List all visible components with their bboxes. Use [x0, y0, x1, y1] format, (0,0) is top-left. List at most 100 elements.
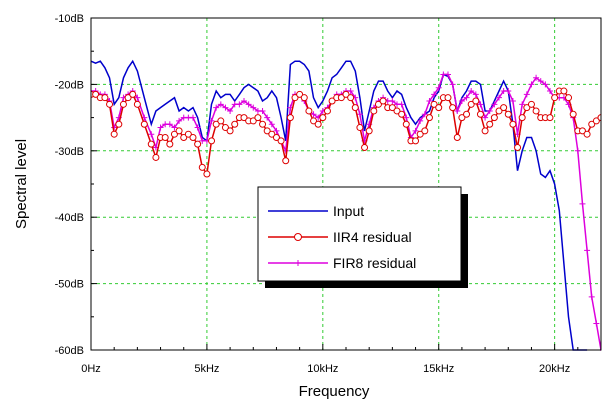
data-point [389, 98, 396, 104]
data-point [597, 114, 601, 122]
data-point [194, 124, 201, 131]
data-point [578, 127, 586, 135]
data-point [310, 117, 318, 125]
data-point [282, 157, 290, 165]
y-tick-label: -10dB [55, 13, 84, 25]
y-tick-label: -30dB [55, 146, 84, 158]
data-point [240, 114, 248, 122]
data-point [152, 153, 160, 161]
data-point [194, 140, 202, 148]
legend: Input IIR4 residual FIR8 residual [257, 186, 468, 288]
data-point [519, 101, 526, 108]
data-point [449, 104, 457, 112]
data-point [374, 100, 382, 108]
data-point [184, 130, 192, 138]
data-point [495, 107, 503, 115]
data-point [208, 137, 216, 145]
legend-box [257, 186, 462, 282]
legend-entry: FIR8 residual [268, 255, 416, 271]
grid [91, 18, 601, 350]
data-point [286, 114, 294, 122]
data-point [189, 134, 197, 142]
x-tick-label: 5kHz [194, 363, 219, 375]
data-point [176, 117, 183, 124]
data-point [115, 120, 123, 128]
legend-label: FIR8 residual [333, 255, 416, 271]
data-point [417, 117, 424, 124]
data-point [328, 97, 336, 105]
data-point [226, 127, 234, 135]
data-point [263, 127, 271, 135]
data-point [133, 100, 141, 108]
legend-label: Input [333, 203, 364, 219]
data-point [236, 101, 243, 108]
data-point [264, 114, 271, 121]
data-point [347, 88, 354, 95]
data-point [569, 110, 577, 118]
data-point [254, 114, 262, 122]
legend-marker [294, 233, 302, 241]
data-point [110, 130, 118, 138]
data-point [476, 110, 484, 118]
data-point [337, 94, 345, 102]
data-point [523, 91, 530, 98]
data-point [129, 90, 137, 98]
data-point [412, 127, 419, 134]
data-point [166, 140, 174, 148]
data-point [574, 147, 581, 154]
data-point [402, 120, 410, 128]
data-point [458, 98, 465, 104]
data-point [523, 104, 531, 112]
data-point [342, 90, 350, 98]
data-point [356, 111, 363, 118]
series-line [91, 59, 588, 351]
x-tick-label: 20kHz [539, 363, 570, 375]
legend-entries: Input IIR4 residual FIR8 residual [268, 203, 416, 271]
data-point [551, 94, 559, 102]
data-point [588, 120, 596, 128]
data-point [472, 91, 479, 98]
x-tick-label: 0Hz [81, 363, 101, 375]
data-point [148, 131, 155, 138]
data-point [504, 110, 512, 118]
data-point [533, 74, 540, 81]
data-point [416, 130, 424, 138]
data-point [481, 127, 489, 135]
data-point [546, 114, 554, 122]
data-point [579, 200, 586, 207]
data-point [458, 114, 466, 122]
data-point [445, 71, 451, 78]
data-point [505, 88, 512, 95]
data-point [463, 94, 470, 101]
data-point [592, 117, 600, 125]
data-point [491, 101, 498, 108]
data-point [393, 107, 401, 115]
data-point [259, 120, 267, 128]
data-point [398, 101, 405, 108]
data-point [509, 98, 516, 104]
data-point [421, 111, 428, 118]
legend-entry: IIR4 residual [268, 229, 412, 245]
data-point [124, 94, 132, 102]
data-point [593, 320, 600, 327]
data-point [300, 94, 308, 102]
data-point [435, 104, 443, 112]
data-point [259, 107, 266, 114]
data-point [361, 143, 369, 151]
data-point [119, 100, 127, 108]
data-point [314, 120, 322, 128]
data-point [268, 121, 275, 128]
data-point [161, 134, 169, 142]
x-tick-label: 15kHz [423, 363, 454, 375]
data-point [537, 78, 544, 85]
data-point [430, 100, 438, 108]
data-point [421, 127, 429, 135]
data-point [565, 94, 573, 102]
data-point [518, 114, 526, 122]
x-axis-title: Frequency [299, 383, 370, 400]
data-point [213, 104, 220, 111]
plot-area [91, 59, 601, 351]
data-point [166, 121, 173, 128]
data-point [140, 120, 148, 128]
